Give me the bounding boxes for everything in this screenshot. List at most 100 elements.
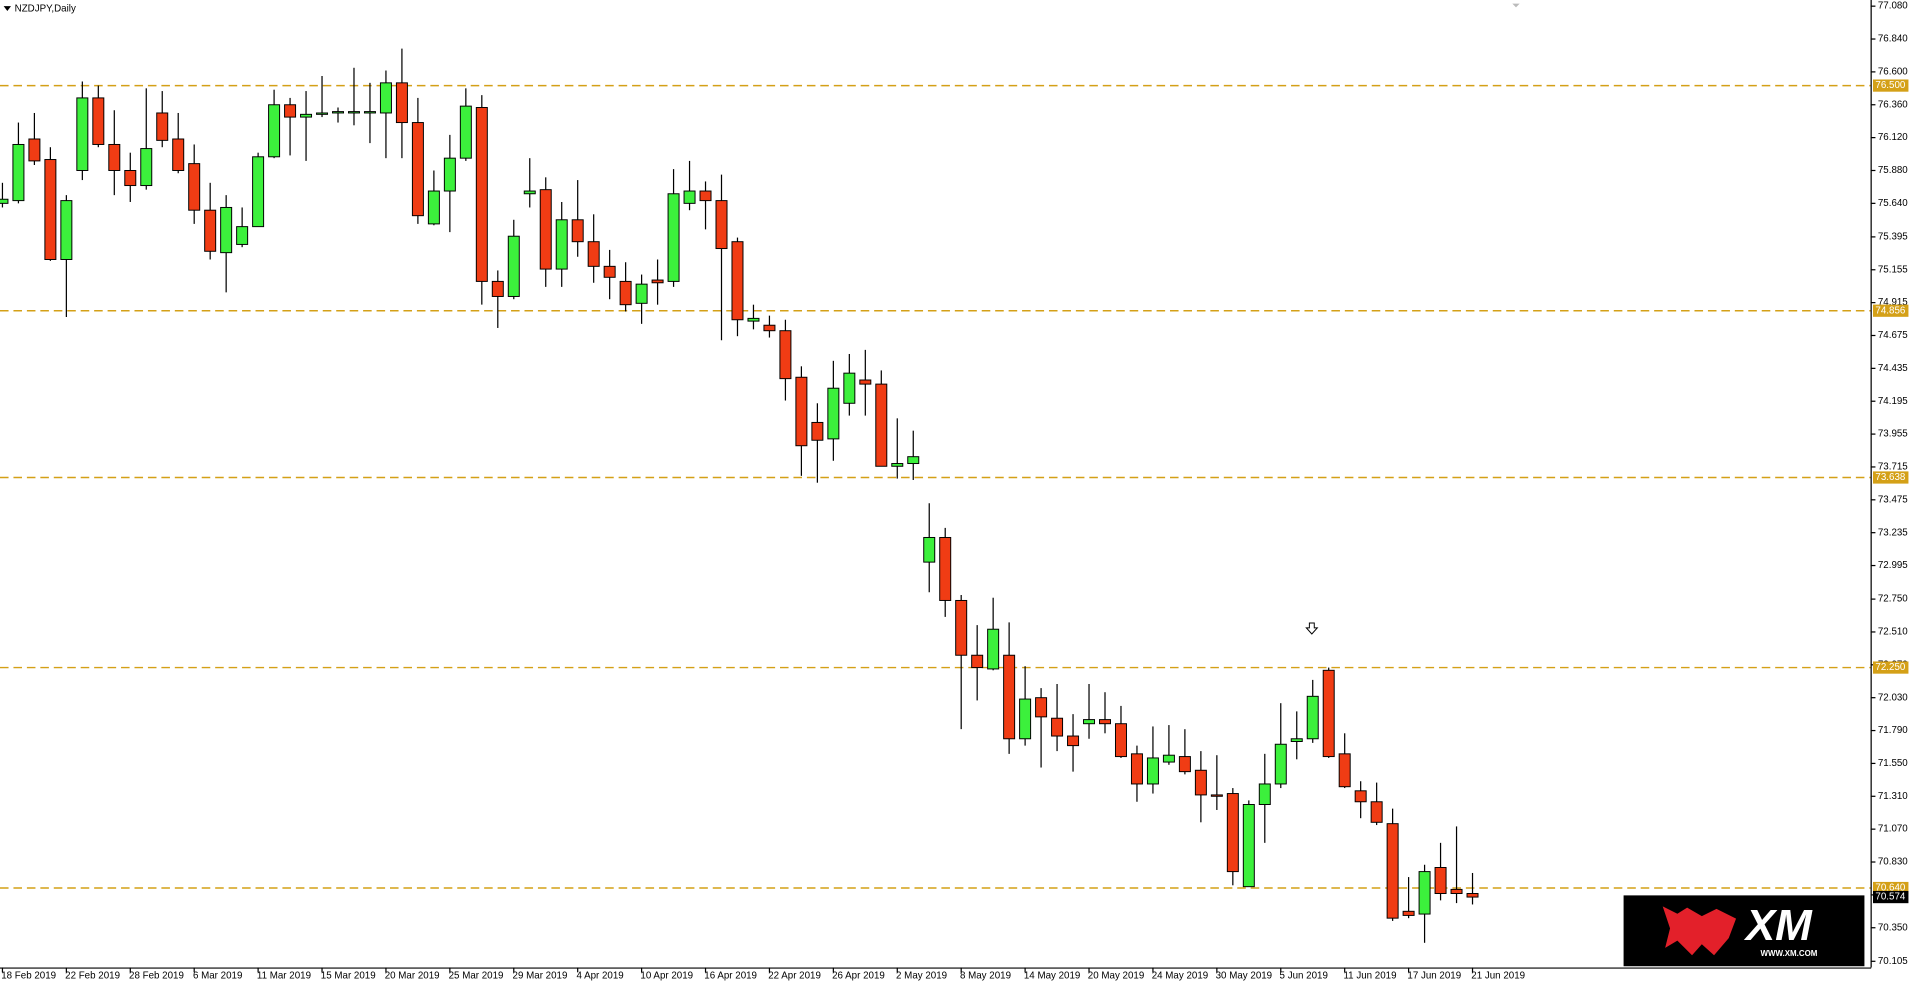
y-tick-label: 70.105 xyxy=(1878,956,1908,967)
candle-body xyxy=(555,219,568,270)
y-tick-label: 76.840 xyxy=(1878,34,1908,45)
candle-body xyxy=(987,628,1000,670)
candle-body xyxy=(1306,695,1319,740)
x-tick-label: 20 Mar 2019 xyxy=(385,971,440,982)
menu-arrow[interactable] xyxy=(3,6,12,11)
y-tick-label: 70.350 xyxy=(1878,922,1908,933)
candle-body xyxy=(699,190,712,202)
candle-body xyxy=(1242,804,1255,888)
candle-body xyxy=(939,536,952,601)
candle-body xyxy=(1386,823,1399,919)
level-label-box xyxy=(1872,661,1909,674)
candle-body xyxy=(427,190,440,225)
x-tick-label: 18 Feb 2019 xyxy=(1,971,56,982)
candle-body xyxy=(140,148,153,187)
candle-body xyxy=(763,324,776,332)
y-tick-label: 73.475 xyxy=(1878,494,1908,505)
x-tick-label: 11 Jun 2019 xyxy=(1343,971,1396,982)
candle-body xyxy=(715,200,728,250)
y-tick-label: 73.235 xyxy=(1878,527,1908,538)
candle-body xyxy=(1322,669,1335,758)
y-tick-label: 77.080 xyxy=(1878,1,1908,12)
y-tick-label: 73.715 xyxy=(1878,462,1908,473)
x-tick-label: 28 Feb 2019 xyxy=(129,971,184,982)
y-tick-label: 71.790 xyxy=(1878,725,1908,736)
candle-body xyxy=(1434,867,1447,894)
y-tick-label: 76.360 xyxy=(1878,99,1908,110)
x-tick-label: 22 Feb 2019 xyxy=(65,971,120,982)
candle-body xyxy=(747,317,760,322)
candle-body xyxy=(539,189,552,270)
y-tick-label: 74.435 xyxy=(1878,363,1908,374)
logo-emblem xyxy=(1662,906,1737,956)
candle-body xyxy=(1354,790,1367,803)
y-tick-label: 71.310 xyxy=(1878,791,1908,802)
cursor-icon xyxy=(1305,622,1319,635)
candle-body xyxy=(1210,794,1223,797)
candle-body xyxy=(363,111,376,114)
candle-body xyxy=(220,206,233,254)
candle-body xyxy=(1370,801,1383,823)
x-tick-label: 10 Apr 2019 xyxy=(640,971,693,982)
candle-body xyxy=(108,143,121,171)
candle-body xyxy=(891,463,904,467)
y-tick-label: 75.640 xyxy=(1878,198,1908,209)
candle-body xyxy=(667,193,680,282)
candle-body xyxy=(300,113,313,118)
candle-body xyxy=(1274,743,1287,785)
candle-body xyxy=(923,536,936,563)
candle-body xyxy=(603,265,616,278)
candle-body xyxy=(651,279,664,284)
level-label: 73.638 xyxy=(1875,472,1905,483)
candle-body xyxy=(332,111,344,114)
candle-body xyxy=(907,456,920,465)
candle-body xyxy=(1067,735,1080,747)
y-tick-label: 74.195 xyxy=(1878,396,1908,407)
candle-body xyxy=(1003,654,1016,740)
y-tick-label: 76.120 xyxy=(1878,132,1908,143)
x-tick-label: 30 May 2019 xyxy=(1216,971,1272,982)
candle-body xyxy=(1130,753,1143,785)
candle-body xyxy=(587,241,600,267)
candle-body xyxy=(1019,698,1032,740)
candle-body xyxy=(1162,754,1175,763)
y-tick-label: 71.070 xyxy=(1878,824,1908,835)
x-tick-label: 16 Apr 2019 xyxy=(704,971,757,982)
candle-body xyxy=(1083,719,1096,725)
xm-logo: XM WWW.XM.COM xyxy=(1623,895,1865,967)
candle-body xyxy=(795,376,808,447)
level-label-box xyxy=(1872,471,1909,484)
x-tick-label: 26 Apr 2019 xyxy=(832,971,885,982)
candle-body xyxy=(395,82,408,124)
candle-body xyxy=(779,330,792,380)
candle-body xyxy=(875,383,888,467)
candle-body xyxy=(60,200,73,260)
candle-body xyxy=(268,104,281,158)
y-tick-label: 73.955 xyxy=(1878,429,1908,440)
current-price-label: 70.574 xyxy=(1875,892,1905,903)
candle-body xyxy=(507,235,520,297)
candle-body xyxy=(316,112,329,115)
candle-body xyxy=(1194,769,1207,796)
chart-title: NZDJPY,Daily xyxy=(15,4,76,15)
candle-body xyxy=(1226,793,1239,873)
candle-body xyxy=(683,190,696,204)
x-tick-label: 11 Mar 2019 xyxy=(257,971,311,982)
candle-body xyxy=(347,111,360,114)
x-tick-label: 29 Mar 2019 xyxy=(513,971,568,982)
candle-body xyxy=(188,163,201,211)
current-price-box xyxy=(1872,890,1909,904)
level-label: 72.250 xyxy=(1875,662,1905,673)
candle-body xyxy=(44,159,57,260)
x-tick-label: 5 Jun 2019 xyxy=(1280,971,1328,982)
y-tick-label: 75.155 xyxy=(1878,264,1908,275)
candle-body xyxy=(523,190,536,195)
y-tick-label: 71.550 xyxy=(1878,758,1908,769)
candle-body xyxy=(811,421,824,441)
candle-body xyxy=(1402,910,1415,916)
candle-body xyxy=(955,599,968,656)
x-tick-label: 21 Jun 2019 xyxy=(1471,971,1525,982)
candle-body xyxy=(156,112,169,141)
